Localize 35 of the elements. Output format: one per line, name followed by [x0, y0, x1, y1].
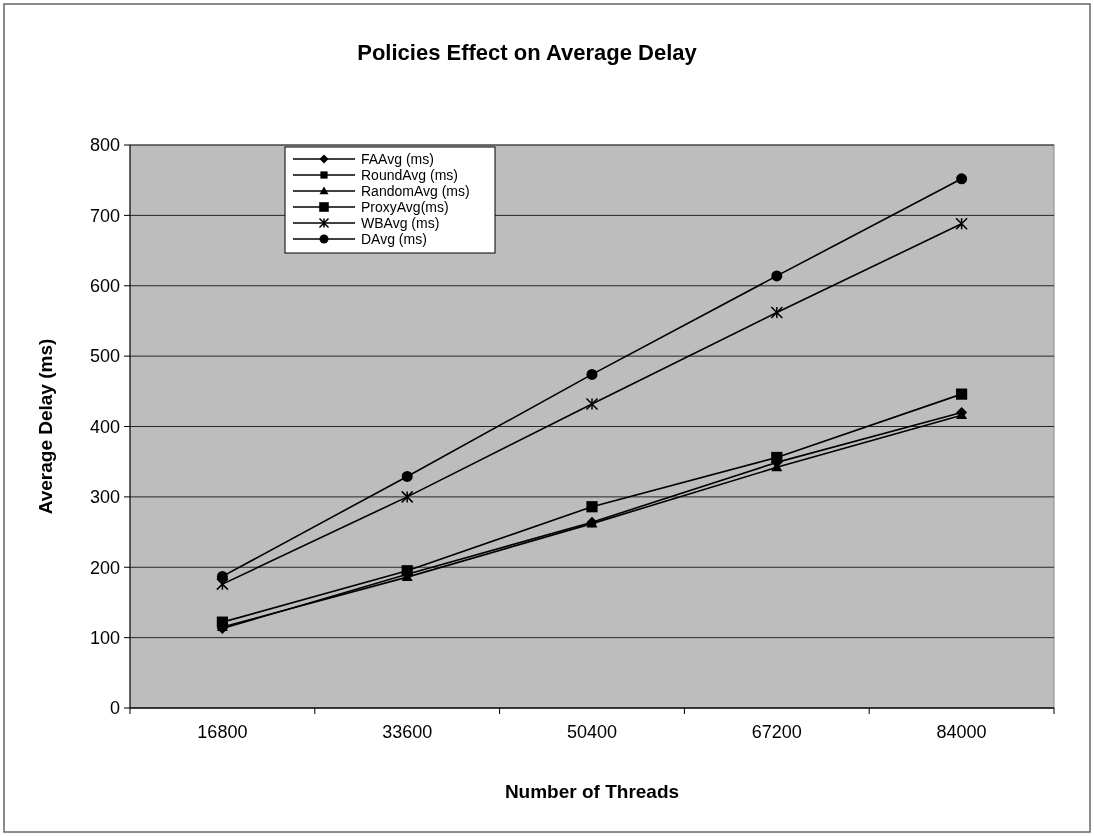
y-tick-label: 700 [89, 205, 120, 226]
y-tick-label: 0 [109, 698, 120, 719]
y-tick-label: 100 [89, 627, 120, 648]
y-tick-label: 500 [89, 346, 120, 367]
y-axis-title: Average Delay (ms) [35, 338, 56, 515]
point [956, 173, 968, 185]
x-tick-label: 84000 [936, 722, 987, 742]
point [400, 490, 414, 504]
x-tick-label: 16800 [197, 722, 248, 742]
legend-label: RandomAvg (ms) [361, 182, 470, 199]
y-tick-label: 200 [89, 557, 120, 578]
x-tick-label: 50400 [566, 722, 618, 742]
legend-label: WBAvg (ms) [361, 214, 440, 231]
x-tick-label: 33600 [382, 722, 433, 742]
chart-title: Policies Effect on Average Delay [357, 40, 698, 65]
y-tick-label: 800 [89, 135, 120, 156]
point [586, 368, 598, 380]
point [955, 217, 968, 231]
point [770, 306, 784, 319]
y-tick-label: 400 [89, 416, 120, 437]
point [585, 397, 599, 411]
x-axis-title: Number of Threads [504, 781, 680, 802]
point [216, 570, 228, 582]
point [771, 270, 783, 282]
legend-label: RoundAvg (ms) [361, 166, 459, 183]
legend-label: ProxyAvg(ms) [361, 198, 449, 215]
x-tick-label: 67200 [751, 722, 802, 742]
y-tick-label: 600 [89, 276, 120, 297]
y-tick-label: 300 [89, 487, 120, 508]
point [401, 470, 413, 482]
point [586, 501, 598, 513]
point [216, 577, 229, 591]
legend-label: FAAvg (ms) [361, 150, 434, 167]
point [956, 388, 968, 400]
legend-label: DAvg (ms) [361, 230, 427, 247]
